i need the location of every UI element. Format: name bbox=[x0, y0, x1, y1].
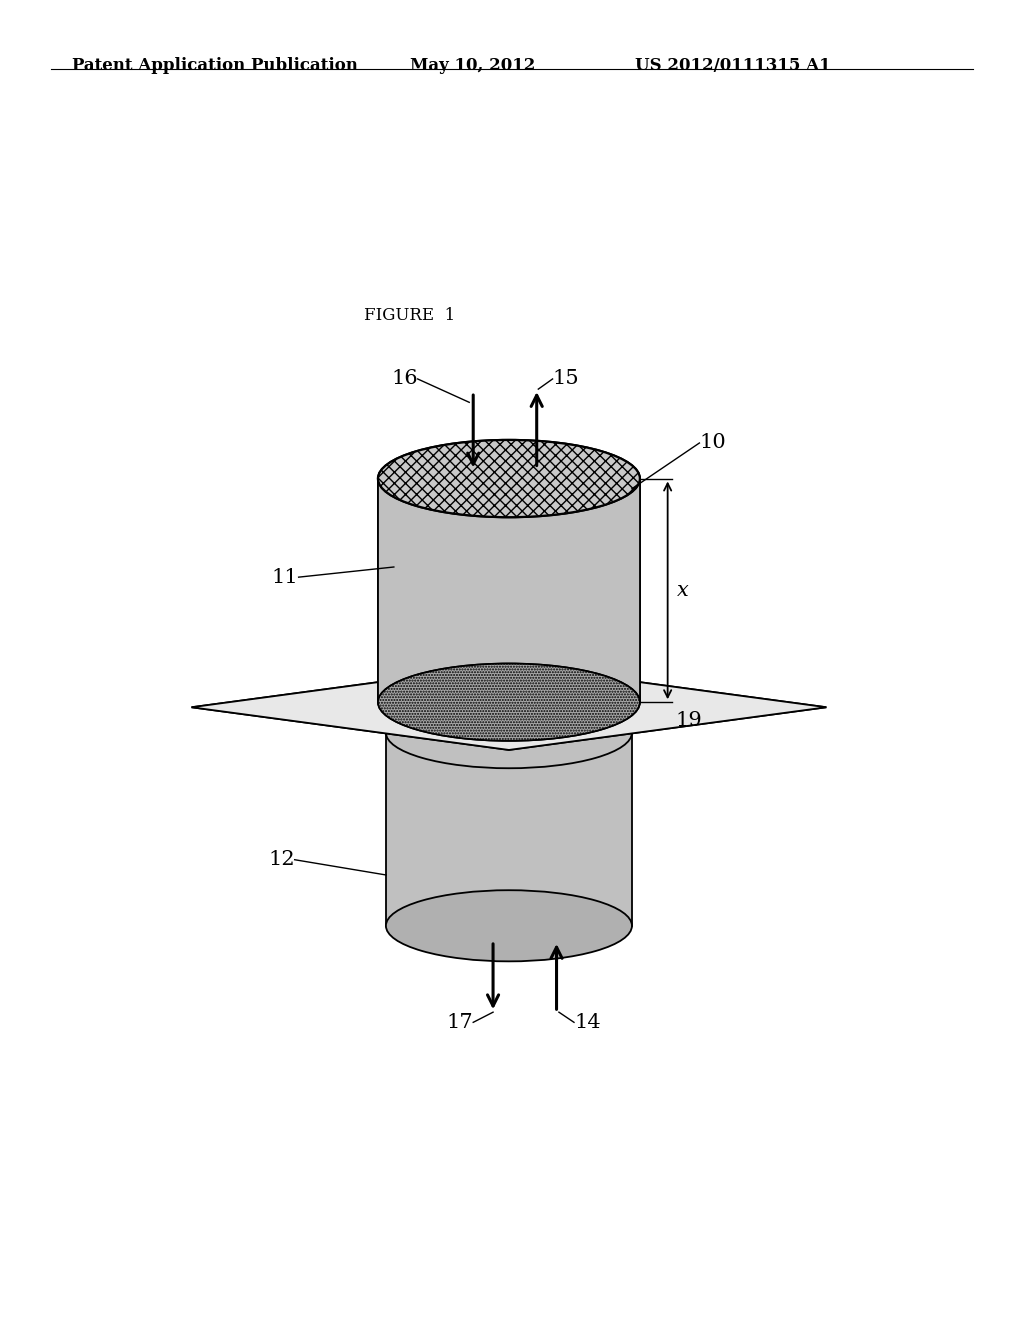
Ellipse shape bbox=[378, 440, 640, 517]
Text: Patent Application Publication: Patent Application Publication bbox=[72, 57, 357, 74]
Polygon shape bbox=[378, 479, 640, 702]
Text: 14: 14 bbox=[574, 1012, 601, 1032]
Ellipse shape bbox=[378, 664, 640, 741]
Text: 12: 12 bbox=[268, 850, 295, 869]
Text: x: x bbox=[677, 581, 689, 599]
Ellipse shape bbox=[386, 890, 632, 961]
Text: FIGURE  1: FIGURE 1 bbox=[365, 308, 456, 325]
Text: 16: 16 bbox=[391, 370, 418, 388]
Ellipse shape bbox=[386, 697, 632, 768]
Text: 17: 17 bbox=[446, 1012, 473, 1032]
Text: 19: 19 bbox=[676, 711, 702, 730]
Text: US 2012/0111315 A1: US 2012/0111315 A1 bbox=[635, 57, 830, 74]
Text: 15: 15 bbox=[553, 370, 580, 388]
Polygon shape bbox=[191, 664, 826, 750]
Text: 11: 11 bbox=[272, 568, 299, 586]
Polygon shape bbox=[378, 479, 640, 702]
Ellipse shape bbox=[378, 440, 640, 517]
Polygon shape bbox=[191, 664, 826, 750]
Text: 10: 10 bbox=[699, 433, 726, 453]
Polygon shape bbox=[386, 733, 632, 925]
Text: May 10, 2012: May 10, 2012 bbox=[410, 57, 535, 74]
Ellipse shape bbox=[378, 664, 640, 741]
